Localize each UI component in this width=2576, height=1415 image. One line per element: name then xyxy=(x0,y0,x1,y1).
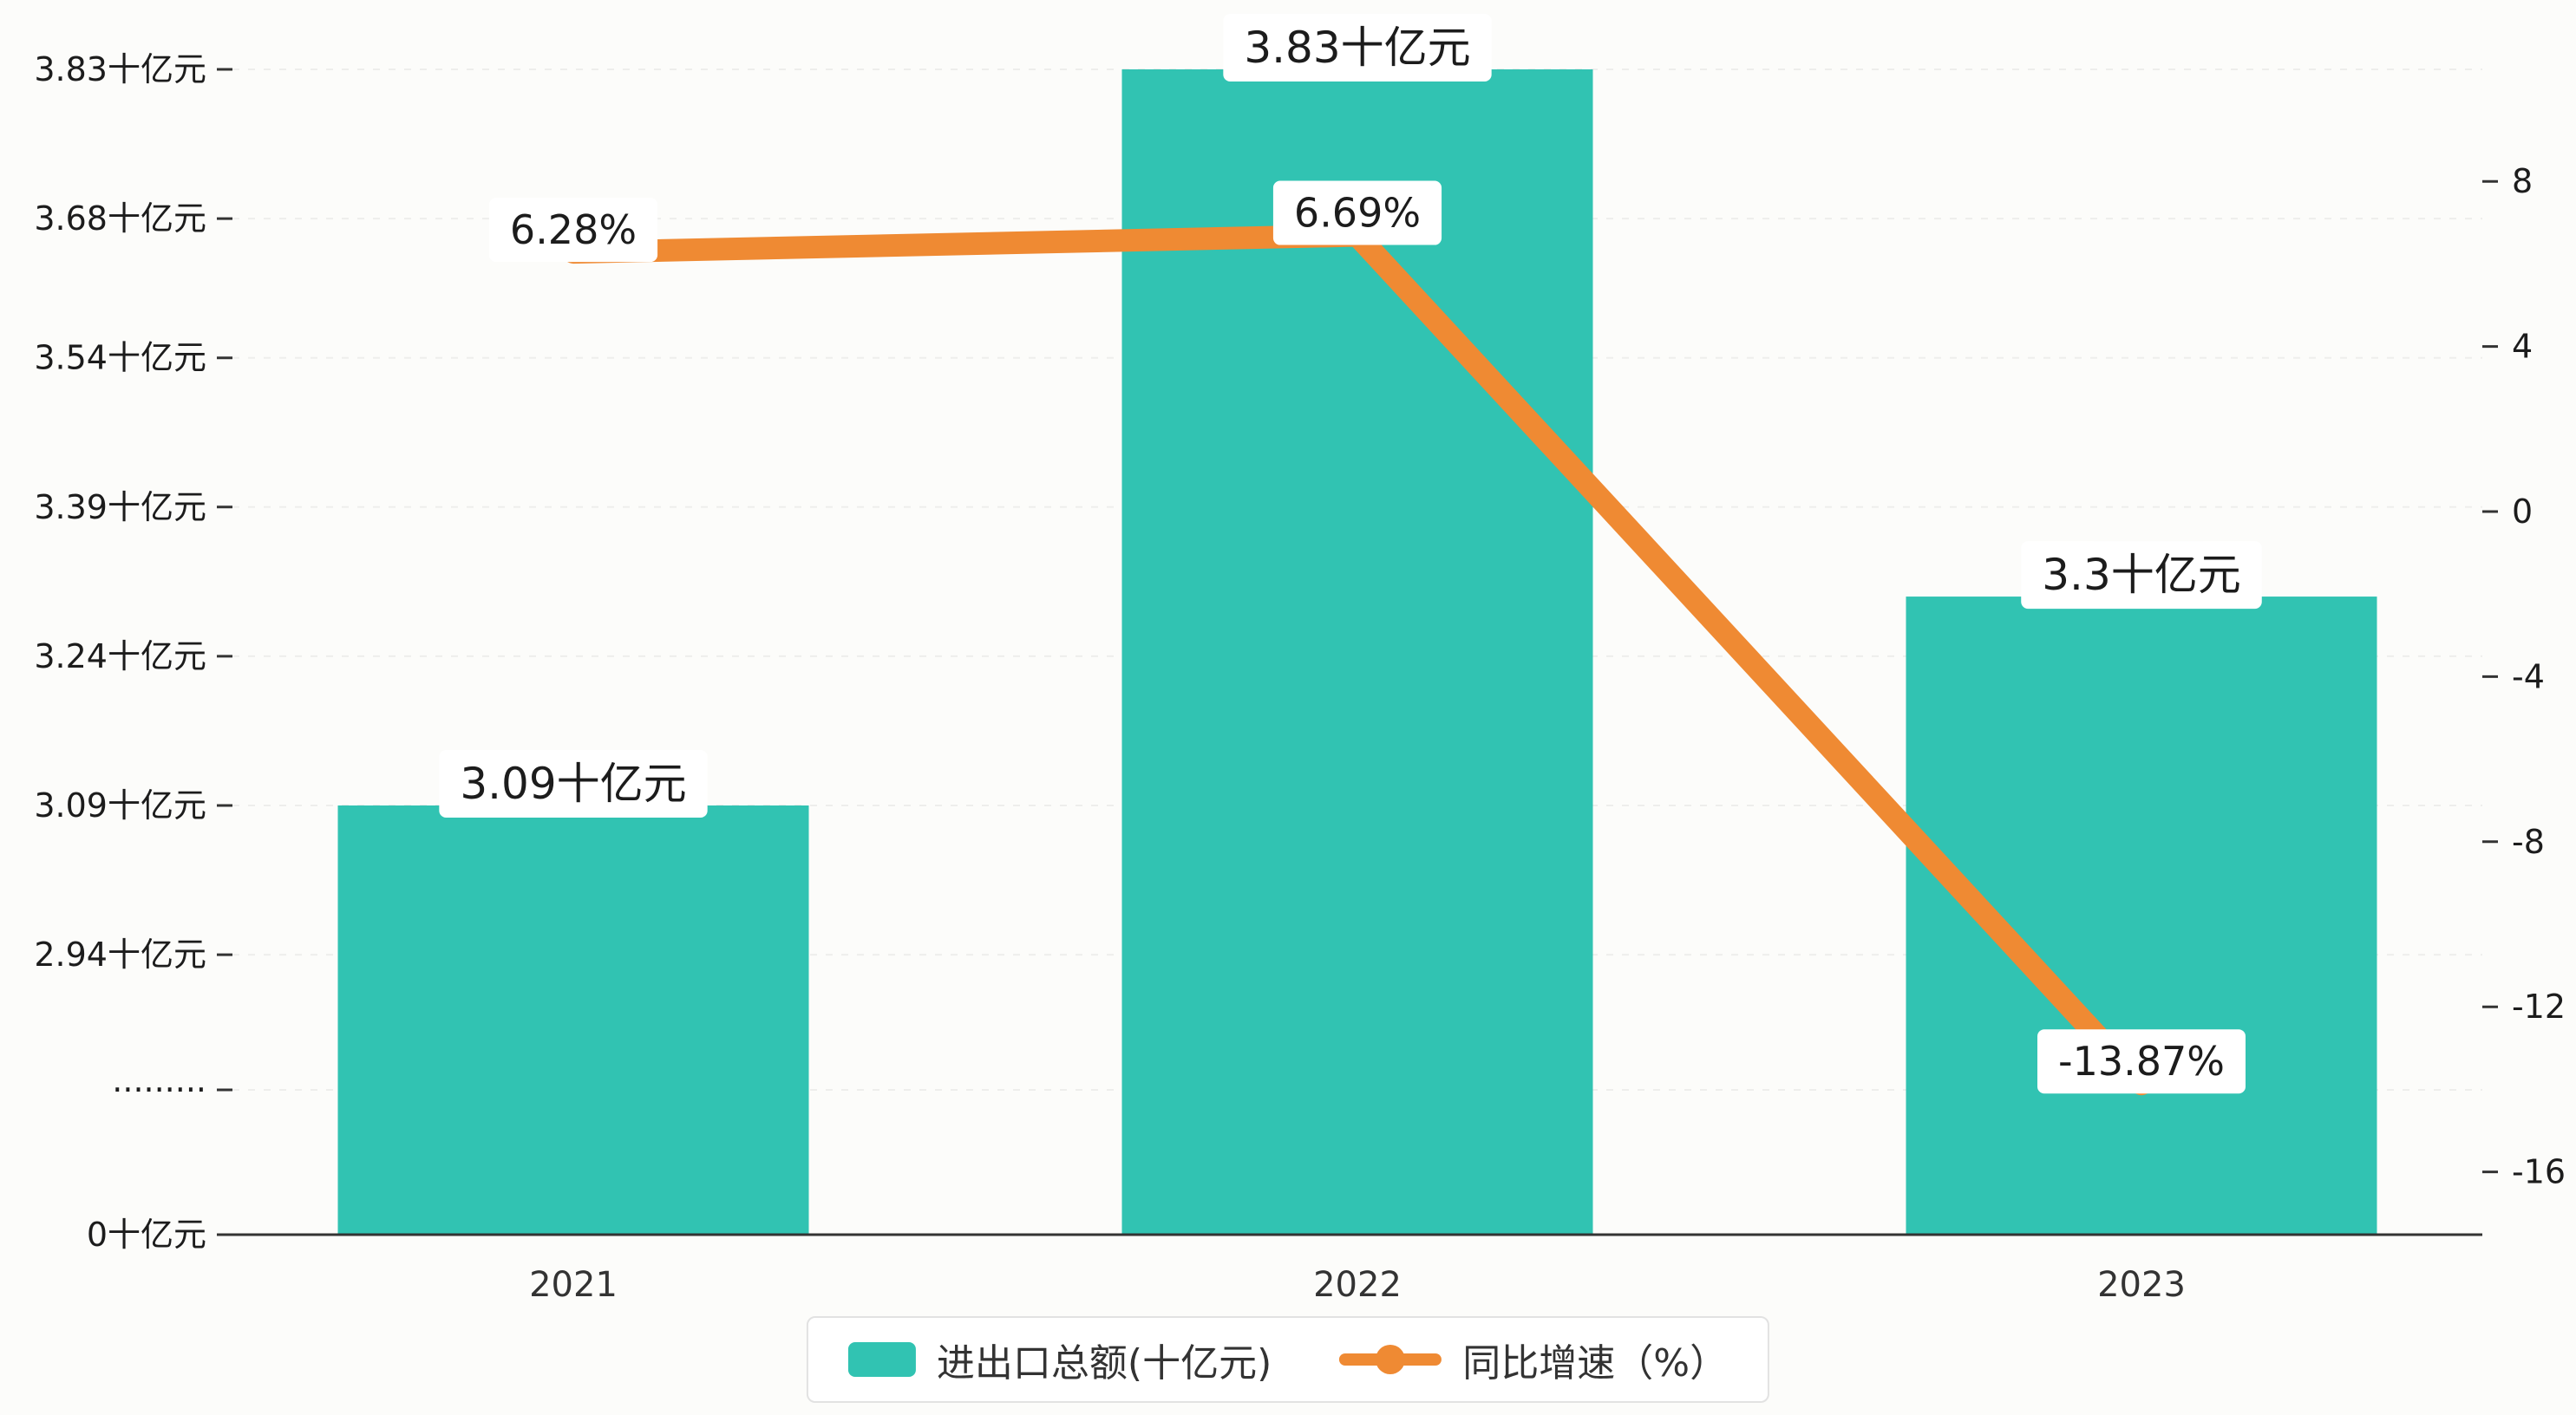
left-axis-label: 3.68十亿元 xyxy=(34,199,206,238)
bar-value-label-text: 3.3十亿元 xyxy=(2042,550,2241,600)
left-axis-label: 0十亿元 xyxy=(87,1216,206,1254)
bar-value-label-box xyxy=(1223,13,1492,82)
x-axis-label-2022: 2022 xyxy=(1313,1265,1402,1305)
left-axis-label: 3.24十亿元 xyxy=(34,637,206,675)
x-axis-label-2023: 2023 xyxy=(2097,1265,2186,1305)
bar-value-label-text: 3.83十亿元 xyxy=(1244,23,1470,73)
bar-value-label: 3.09十亿元 xyxy=(439,750,708,818)
line-value-label-box xyxy=(1272,180,1442,245)
x-axis-label-2021: 2021 xyxy=(529,1265,618,1305)
line-value-label: 6.28% xyxy=(488,198,658,263)
bar-value-label: 3.3十亿元 xyxy=(2021,541,2262,610)
right-axis-label: 0 xyxy=(2512,492,2533,531)
line-value-label: 6.69% xyxy=(1272,180,1442,245)
left-axis-label: ········· xyxy=(112,1071,206,1109)
right-axis-label: -4 xyxy=(2512,657,2545,695)
bar-value-label-text: 3.09十亿元 xyxy=(460,759,686,809)
legend-label-bar-series: 进出口总额(十亿元) xyxy=(936,1341,1272,1386)
left-axis-label: 3.39十亿元 xyxy=(34,488,206,526)
bar-value-label: 3.83十亿元 xyxy=(1223,13,1492,82)
legend-item-bar-series[interactable]: 进出口总额(十亿元) xyxy=(847,1332,1272,1387)
legend-item-line-series[interactable]: 同比增速（%） xyxy=(1339,1332,1728,1387)
line-value-label-box xyxy=(2037,1029,2246,1094)
line-value-label-box xyxy=(488,198,658,263)
bar-value-label-box xyxy=(2021,541,2262,610)
right-axis-label: 4 xyxy=(2512,328,2533,366)
line-value-label: -13.87% xyxy=(2037,1029,2246,1094)
right-axis-label: -8 xyxy=(2512,823,2545,861)
line-value-label-text: 6.69% xyxy=(1294,190,1421,237)
right-axis-label: -16 xyxy=(2512,1153,2566,1191)
left-axis-label: 2.94十亿元 xyxy=(34,936,206,974)
line-value-label-text: 6.28% xyxy=(510,206,637,253)
bar-value-label-box xyxy=(439,750,708,818)
legend-label-line-series: 同比增速（%） xyxy=(1462,1341,1729,1386)
left-axis-label: 3.54十亿元 xyxy=(34,339,206,377)
bar-series-swatch-icon xyxy=(847,1342,916,1377)
left-axis-label: 3.09十亿元 xyxy=(34,786,206,825)
bar-2022 xyxy=(1121,68,1593,1235)
line-series-swatch-icon xyxy=(1339,1342,1442,1377)
right-axis-label: -12 xyxy=(2512,988,2566,1026)
right-axis-label: 8 xyxy=(2512,162,2533,200)
legend: 进出口总额(十亿元) 同比增速（%） xyxy=(806,1316,1770,1403)
bar-2021 xyxy=(337,805,809,1235)
left-axis-label: 3.83十亿元 xyxy=(34,50,206,88)
line-value-label-text: -13.87% xyxy=(2058,1038,2225,1085)
line-swatch-dot xyxy=(1376,1345,1406,1374)
